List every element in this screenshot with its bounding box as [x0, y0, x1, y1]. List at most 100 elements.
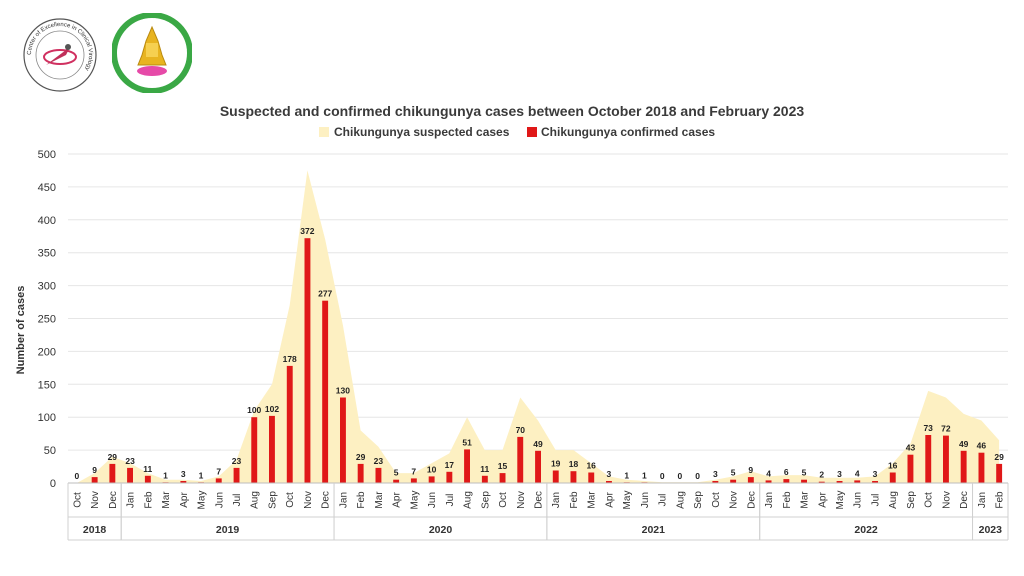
x-tick-label: Jan — [338, 492, 349, 508]
confirmed-bar — [801, 479, 807, 483]
x-tick-label: Oct — [498, 492, 509, 508]
legend: Chikungunya suspected cases Chikungunya … — [319, 125, 715, 139]
y-tick-label: 150 — [38, 379, 56, 391]
confirmed-bar — [783, 479, 790, 483]
confirmed-bar — [215, 478, 222, 483]
confirmed-cases-bars — [91, 238, 1003, 483]
y-tick-label: 300 — [38, 281, 56, 293]
legend-swatch-confirmed — [527, 127, 537, 137]
confirmed-bar — [836, 481, 843, 483]
confirmed-bar — [357, 463, 364, 483]
confirmed-data-label: 1 — [642, 470, 647, 480]
x-tick-label: Jan — [977, 492, 988, 508]
confirmed-bar — [393, 479, 400, 483]
y-tick-label: 100 — [38, 412, 56, 424]
confirmed-bar — [340, 397, 346, 483]
x-tick-label: Nov — [303, 491, 314, 509]
year-label: 2021 — [642, 524, 666, 536]
y-tick-label: 200 — [38, 346, 56, 358]
x-tick-label: Oct — [72, 492, 83, 508]
legend-label-confirmed: Chikungunya confirmed cases — [541, 125, 715, 139]
x-tick-label: Aug — [675, 491, 686, 509]
x-tick-label: Jul — [232, 494, 243, 507]
confirmed-bar — [978, 452, 985, 483]
confirmed-data-label: 100 — [247, 405, 261, 415]
x-tick-label: Sep — [268, 491, 279, 509]
confirmed-bar — [144, 475, 151, 483]
x-tick-label: Apr — [604, 492, 615, 508]
x-tick-label: Nov — [941, 491, 952, 509]
y-tick-label: 450 — [38, 182, 56, 194]
year-label: 2022 — [854, 524, 878, 536]
confirmed-data-label: 9 — [92, 465, 97, 475]
confirmed-data-label: 4 — [855, 468, 860, 478]
x-tick-label: Jan — [551, 492, 562, 508]
confirmed-data-label: 7 — [216, 466, 221, 476]
x-tick-label: Feb — [569, 491, 580, 509]
x-tick-label: May — [835, 491, 846, 510]
year-label: 2019 — [216, 524, 240, 536]
confirmed-bar — [251, 417, 258, 483]
confirmed-data-label: 23 — [232, 456, 242, 466]
confirmed-data-label: 2 — [819, 470, 824, 480]
confirmed-bar — [818, 481, 825, 483]
confirmed-bar — [127, 467, 133, 483]
x-tick-label: Feb — [995, 491, 1006, 509]
x-tick-label: Feb — [143, 491, 154, 509]
confirmed-data-label: 19 — [551, 459, 561, 469]
confirmed-bar — [765, 480, 772, 483]
confirmed-data-label: 29 — [994, 452, 1004, 462]
confirmed-bar — [375, 467, 382, 483]
x-tick-label: Jun — [214, 492, 225, 508]
x-tick-label: May — [409, 491, 420, 510]
x-tick-label: Apr — [817, 492, 828, 508]
x-axis: Oct Nov Dec Jan Feb Mar Apr May Jun Jul Aug Sep Oct N… — [67, 482, 1009, 541]
x-tick-label: Aug — [888, 491, 899, 509]
confirmed-data-label: 46 — [977, 441, 987, 451]
confirmed-bar — [286, 365, 293, 483]
confirmed-data-label: 10 — [427, 464, 437, 474]
x-tick-label: Sep — [480, 491, 491, 509]
x-tick-label: Feb — [782, 491, 793, 509]
confirmed-data-label: 1 — [199, 470, 204, 480]
confirmed-bar — [747, 477, 754, 483]
confirmed-data-label: 29 — [356, 452, 366, 462]
confirmed-bar — [517, 436, 524, 483]
x-tick-label: Jun — [853, 492, 864, 508]
confirmed-data-label: 23 — [125, 456, 135, 466]
confirmed-bar — [322, 300, 329, 483]
x-tick-label: Oct — [711, 492, 722, 508]
confirmed-data-label: 49 — [533, 439, 543, 449]
x-tick-label: Dec — [746, 491, 757, 509]
confirmed-data-label: 15 — [498, 461, 508, 471]
x-tick-label: Sep — [906, 491, 917, 509]
confirmed-bar — [854, 480, 861, 483]
x-tick-label: Oct — [924, 492, 935, 508]
x-tick-label: Jan — [764, 492, 775, 508]
x-tick-label: Aug — [463, 491, 474, 509]
confirmed-bar — [91, 477, 98, 483]
x-tick-label: Feb — [356, 491, 367, 509]
virology-center-logo: Center of Excellence in Clinical Virolog… — [22, 17, 98, 93]
legend-swatch-suspected — [319, 127, 329, 137]
x-tick-label: Dec — [108, 491, 119, 509]
confirmed-data-label: 51 — [462, 437, 472, 447]
chulalongkorn-medicine-logo: Faculty of Medicine Chulalongkorn Univer… — [111, 12, 193, 94]
confirmed-bar — [960, 450, 967, 483]
confirmed-data-label: 29 — [108, 452, 118, 462]
confirmed-data-label: 3 — [181, 469, 186, 479]
confirmed-bar — [180, 481, 187, 483]
x-tick-label: Mar — [800, 491, 811, 509]
x-tick-label: Jul — [658, 494, 669, 507]
x-tick-label: Mar — [587, 491, 598, 509]
legend-label-suspected: Chikungunya suspected cases — [334, 125, 510, 139]
confirmed-data-label: 18 — [569, 459, 579, 469]
x-tick-label: Oct — [285, 492, 296, 508]
x-tick-label: May — [197, 491, 208, 510]
confirmed-bar — [446, 471, 453, 483]
year-label: 2020 — [429, 524, 453, 536]
confirmed-data-label: 72 — [941, 424, 951, 434]
confirmed-data-label: 16 — [888, 461, 898, 471]
confirmed-bar — [606, 481, 612, 483]
confirmed-bar — [872, 481, 878, 483]
